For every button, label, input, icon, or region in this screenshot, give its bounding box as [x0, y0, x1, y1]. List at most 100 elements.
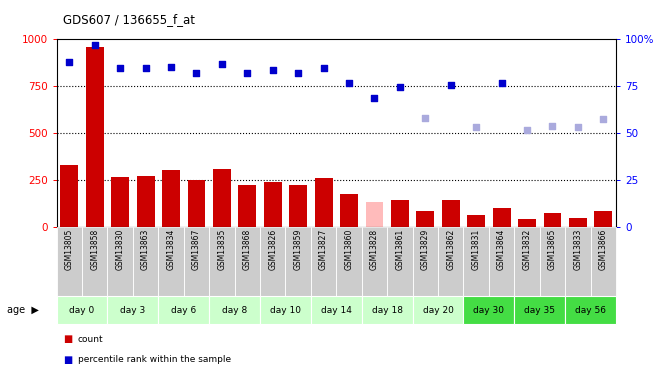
Point [521, 128, 532, 134]
Text: GSM13829: GSM13829 [421, 229, 430, 270]
Text: day 30: day 30 [474, 306, 504, 315]
Bar [311, 227, 336, 296]
Point [141, 64, 151, 70]
Bar [82, 227, 107, 296]
Point [268, 68, 278, 74]
Bar [213, 169, 231, 227]
Bar [493, 208, 511, 227]
Point [216, 61, 227, 67]
Point [471, 124, 482, 130]
Bar [413, 296, 464, 324]
Bar [133, 227, 159, 296]
Text: ■: ■ [63, 334, 73, 344]
Text: GSM13827: GSM13827 [319, 229, 328, 270]
Text: GSM13858: GSM13858 [91, 229, 99, 270]
Text: GSM13864: GSM13864 [497, 229, 506, 270]
Text: GSM13833: GSM13833 [573, 229, 582, 270]
Text: GSM13866: GSM13866 [599, 229, 608, 270]
Bar [336, 227, 362, 296]
Bar [184, 227, 209, 296]
Text: GSM13860: GSM13860 [344, 229, 354, 270]
Text: ■: ■ [63, 355, 73, 365]
Bar [391, 200, 409, 227]
Bar [442, 200, 460, 227]
Point [573, 124, 583, 130]
Bar [238, 185, 256, 227]
Text: GSM13805: GSM13805 [65, 229, 74, 270]
Text: day 3: day 3 [121, 306, 146, 315]
Point [547, 123, 558, 129]
Point [191, 70, 202, 76]
Bar [539, 227, 565, 296]
Point [89, 42, 100, 48]
Bar [159, 296, 209, 324]
Text: GSM13830: GSM13830 [116, 229, 125, 270]
Point [598, 116, 609, 122]
Text: day 20: day 20 [423, 306, 454, 315]
Text: GSM13868: GSM13868 [243, 229, 252, 270]
Bar [518, 219, 536, 227]
Text: GSM13861: GSM13861 [396, 229, 404, 270]
Text: GSM13831: GSM13831 [472, 229, 481, 270]
Bar [543, 213, 561, 227]
Bar [107, 227, 133, 296]
Bar [464, 296, 514, 324]
Point [420, 115, 431, 121]
Bar [468, 214, 485, 227]
Bar [387, 227, 413, 296]
Text: day 10: day 10 [270, 306, 301, 315]
Bar [569, 217, 587, 227]
Bar [61, 165, 78, 227]
Bar [565, 227, 591, 296]
Bar [159, 227, 184, 296]
Text: day 8: day 8 [222, 306, 247, 315]
Bar [366, 202, 384, 227]
Point [115, 64, 125, 70]
Point [166, 63, 176, 70]
Bar [565, 296, 616, 324]
Text: GSM13835: GSM13835 [217, 229, 226, 270]
Bar [188, 180, 205, 227]
Text: count: count [78, 335, 103, 344]
Bar [264, 182, 282, 227]
Point [293, 70, 304, 76]
Bar [209, 227, 234, 296]
Bar [286, 227, 311, 296]
Bar [362, 296, 413, 324]
Bar [162, 170, 180, 227]
Bar [260, 227, 286, 296]
Text: GSM13859: GSM13859 [294, 229, 302, 270]
Point [496, 81, 507, 87]
Text: day 35: day 35 [524, 306, 555, 315]
Bar [514, 296, 565, 324]
Bar [514, 227, 539, 296]
Text: age  ▶: age ▶ [7, 305, 39, 315]
Bar [289, 185, 307, 227]
Point [242, 70, 252, 76]
Bar [57, 296, 107, 324]
Bar [315, 178, 332, 227]
Text: GSM13832: GSM13832 [523, 229, 531, 270]
Bar [438, 227, 464, 296]
Bar [57, 227, 82, 296]
Point [344, 80, 354, 86]
Bar [311, 296, 362, 324]
Bar [86, 47, 104, 227]
Bar [260, 296, 311, 324]
Bar [464, 227, 489, 296]
Text: GSM13865: GSM13865 [548, 229, 557, 270]
Point [446, 82, 456, 88]
Bar [413, 227, 438, 296]
Point [394, 84, 405, 90]
Bar [591, 227, 616, 296]
Bar [362, 227, 387, 296]
Text: day 0: day 0 [69, 306, 95, 315]
Text: GSM13826: GSM13826 [268, 229, 277, 270]
Text: GSM13867: GSM13867 [192, 229, 201, 270]
Text: GSM13862: GSM13862 [446, 229, 456, 270]
Bar [489, 227, 514, 296]
Bar [234, 227, 260, 296]
Text: GDS607 / 136655_f_at: GDS607 / 136655_f_at [63, 13, 195, 26]
Text: GSM13828: GSM13828 [370, 229, 379, 270]
Text: GSM13834: GSM13834 [166, 229, 176, 270]
